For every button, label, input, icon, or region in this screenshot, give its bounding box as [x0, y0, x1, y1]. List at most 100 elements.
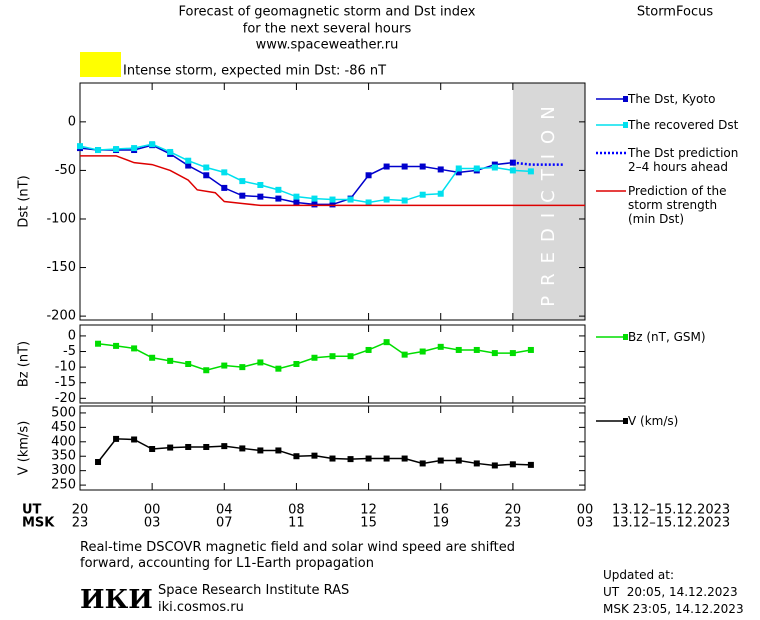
data-point [527, 346, 534, 353]
x-tick-label: 00 [577, 503, 594, 518]
y-axis-label: V (km/s) [17, 421, 32, 476]
data-point [293, 193, 300, 200]
y-tick-label: 450 [51, 420, 76, 435]
note: Real-time DSCOVR magnetic field and sola… [80, 540, 516, 571]
y-tick-label: 350 [51, 449, 76, 464]
data-point [347, 196, 354, 203]
data-point [419, 460, 426, 467]
data-point [185, 157, 192, 164]
x-tick-label: 04 [216, 503, 233, 518]
y-tick-label: -15 [55, 375, 76, 390]
prediction-label: PREDICTION [538, 96, 559, 306]
plot-frame [79, 324, 586, 404]
data-point [221, 443, 228, 450]
data-point [311, 452, 318, 459]
data-point [329, 353, 336, 360]
data-point [383, 455, 390, 462]
y-tick-label: 0 [68, 114, 76, 129]
data-point [455, 457, 462, 464]
data-point [293, 453, 300, 460]
data-point [113, 435, 120, 442]
data-point [509, 461, 516, 468]
title: for the next several hours [243, 22, 412, 37]
data-point [275, 186, 282, 193]
data-point [401, 351, 408, 358]
x-tick-label: 11 [288, 516, 305, 531]
data-point [419, 348, 426, 355]
legend-marker [623, 96, 628, 102]
data-point [419, 191, 426, 198]
title: www.spaceweather.ru [256, 38, 399, 53]
data-point [203, 164, 210, 171]
logo: ИКИ [80, 585, 153, 615]
x-tick-label: 20 [505, 503, 522, 518]
y-tick-label: 300 [51, 463, 76, 478]
data-point [239, 178, 246, 185]
data-point [167, 148, 174, 155]
legend-label: Prediction of the storm strength (min Ds… [628, 184, 727, 226]
data-point [257, 193, 264, 200]
x-tick-label: 16 [432, 503, 449, 518]
x-tick-label: 15 [360, 516, 377, 531]
data-point [203, 443, 210, 450]
x-tick-label: 03 [144, 516, 161, 531]
series-line [512, 161, 564, 166]
data-point [113, 342, 120, 349]
legend-item: The Dst prediction 2–4 hours ahead [596, 146, 756, 174]
data-point [221, 362, 228, 369]
y-tick-label: 400 [51, 434, 76, 449]
data-point [239, 192, 246, 199]
y-tick-label: -200 [46, 309, 76, 324]
data-point [257, 447, 264, 454]
x-tick-label: 19 [432, 516, 449, 531]
data-point [203, 367, 210, 374]
legend-label: V (km/s) [628, 414, 679, 428]
x-tick-label: 03 [577, 516, 594, 531]
data-point [365, 346, 372, 353]
data-point [401, 197, 408, 204]
updated: Updated at: [603, 568, 674, 582]
data-point [455, 169, 462, 176]
data-point [257, 359, 264, 366]
data-point [185, 443, 192, 450]
data-point [95, 459, 102, 465]
data-point [95, 340, 102, 347]
data-point [131, 345, 138, 352]
legend-item: V (km/s) [596, 414, 756, 430]
legend-swatch [596, 96, 628, 102]
legend-swatch [596, 122, 628, 128]
plot-frame [79, 405, 586, 491]
data-point [149, 141, 156, 148]
data-point [149, 446, 156, 453]
data-point [365, 172, 372, 179]
data-point [401, 455, 408, 462]
data-point [221, 169, 228, 176]
legend-label: The recovered Dst [628, 118, 739, 132]
data-point [221, 184, 228, 191]
data-point [185, 361, 192, 367]
data-point [383, 196, 390, 203]
data-point [311, 354, 318, 361]
data-point [239, 364, 246, 371]
data-point [437, 343, 444, 350]
data-point [293, 361, 300, 367]
legend-marker [623, 418, 628, 424]
x-tick-label: 23 [505, 516, 522, 531]
data-point [419, 163, 426, 170]
site: iki.cosmos.ru [158, 600, 244, 615]
data-point [275, 365, 282, 372]
y-tick-label: -150 [46, 260, 76, 275]
data-point [365, 199, 372, 206]
data-point [113, 146, 120, 153]
series-line [97, 438, 531, 467]
x-tick-label: 12 [360, 503, 377, 518]
legend-label: The Dst, Kyoto [628, 92, 716, 106]
data-point [347, 353, 354, 360]
plot-frame [79, 82, 586, 321]
series-line [80, 155, 585, 207]
data-point [509, 350, 516, 357]
data-point [131, 436, 138, 443]
y-tick-label: -100 [46, 211, 76, 226]
